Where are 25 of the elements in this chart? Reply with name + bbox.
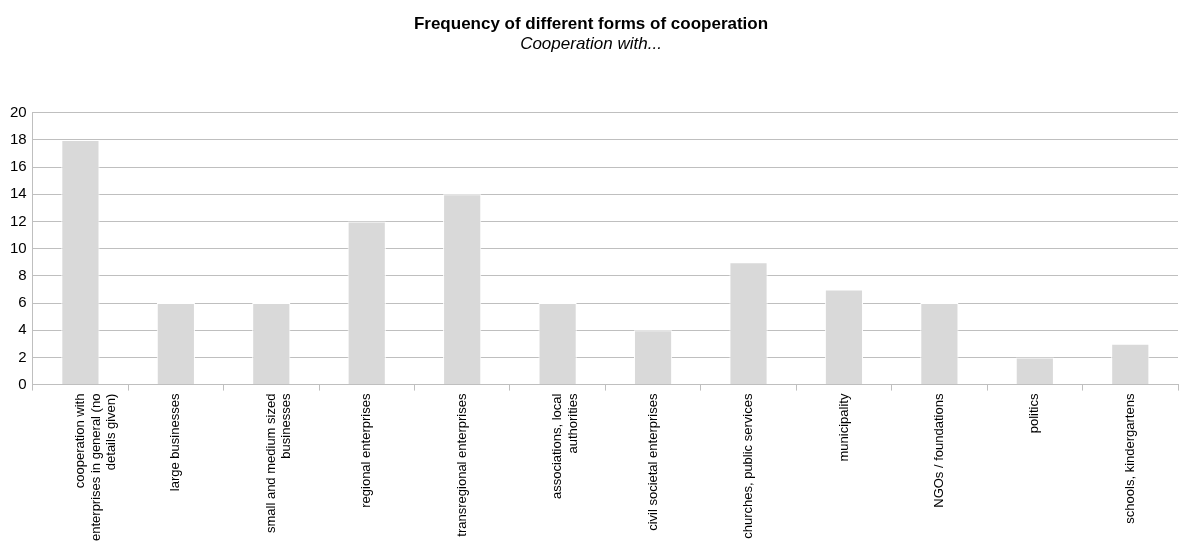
x-tick-label: transregional enterprises (453, 393, 469, 537)
x-tick-label: schools, kindergartens (1121, 393, 1137, 524)
x-tick-label: small and medium sized businesses (262, 393, 294, 534)
y-tick-label: 2 (18, 347, 27, 365)
y-tick-label: 20 (10, 102, 27, 120)
chart-title: Frequency of different forms of cooperation (413, 13, 769, 33)
y-tick-label: 0 (18, 374, 27, 392)
y-tick-label: 14 (10, 184, 27, 202)
x-tick-label: large businesses (167, 393, 183, 492)
x-tick-label: politics (1026, 393, 1042, 434)
x-tick-label: NGOs / foundations (930, 393, 946, 508)
y-tick-label: 6 (18, 293, 27, 311)
x-tick-label: civil societal enterprises (644, 393, 660, 531)
y-tick-label: 16 (10, 157, 27, 175)
x-tick-label: churches, public services (740, 393, 756, 539)
y-tick-label: 8 (18, 266, 27, 284)
x-tick-label: municipality (835, 393, 851, 462)
x-tick-label: cooperation with enterprises in general (no details given) (71, 393, 119, 541)
y-tick-label: 18 (10, 130, 27, 148)
chart-subtitle: Cooperation with... (520, 34, 662, 54)
y-tick-label: 10 (10, 238, 27, 256)
y-tick-label: 12 (10, 211, 27, 229)
x-tick-label: associations, local authorities (549, 393, 580, 500)
y-tick-label: 4 (18, 320, 27, 338)
x-tick-label: regional enterprises (358, 393, 374, 508)
